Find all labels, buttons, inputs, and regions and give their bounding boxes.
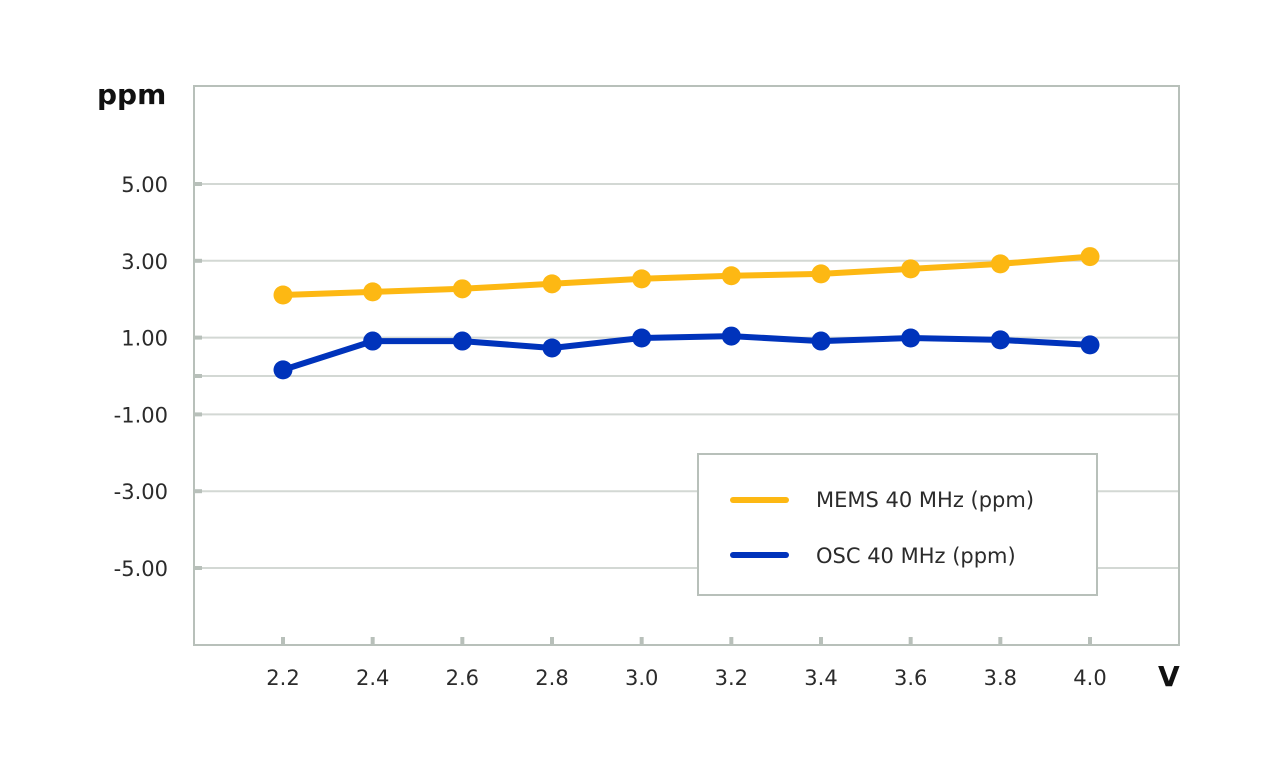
legend-label-osc: OSC 40 MHz (ppm) — [816, 544, 1016, 568]
x-tick-label: 2.4 — [356, 666, 389, 690]
x-tick-label: 2.8 — [535, 666, 568, 690]
data-point-mems — [811, 264, 831, 284]
legend-box — [697, 453, 1098, 596]
y-axis-label: ppm — [97, 78, 166, 111]
series-line-mems — [280, 253, 1093, 298]
y-tick-label: -3.00 — [114, 480, 168, 504]
data-point-osc — [452, 331, 472, 351]
y-tick-label: 5.00 — [121, 173, 168, 197]
series-mems — [273, 247, 1100, 305]
plot-frame — [193, 85, 1180, 646]
data-point-mems — [363, 282, 383, 302]
x-tick-label: 2.6 — [446, 666, 479, 690]
x-tick-label: 3.2 — [715, 666, 748, 690]
legend: MEMS 40 MHz (ppm) OSC 40 MHz (ppm) — [697, 453, 1098, 596]
data-point-mems — [1080, 247, 1100, 267]
data-point-osc — [1080, 335, 1100, 355]
x-axis-label: V — [1158, 660, 1180, 693]
data-point-osc — [363, 331, 383, 351]
data-point-mems — [632, 269, 652, 289]
x-tick-label: 3.6 — [894, 666, 927, 690]
legend-label-mems: MEMS 40 MHz (ppm) — [816, 488, 1034, 512]
y-tick-label: 1.00 — [121, 327, 168, 351]
x-tick-label: 4.0 — [1073, 666, 1106, 690]
data-point-osc — [273, 360, 293, 380]
y-axis-ticks: 5.00 3.00 1.00 -1.00 -3.00 -5.00 — [114, 173, 202, 581]
data-point-mems — [273, 285, 293, 305]
y-tick-label: -1.00 — [114, 403, 168, 427]
x-tick-label: 2.2 — [266, 666, 299, 690]
y-tick-label: 3.00 — [121, 250, 168, 274]
data-point-osc — [811, 331, 831, 351]
data-point-osc — [721, 326, 741, 346]
x-tick-label: 3.0 — [625, 666, 658, 690]
x-tick-label: 3.8 — [984, 666, 1017, 690]
axes — [193, 85, 1180, 646]
data-point-osc — [901, 328, 921, 348]
series-line-osc — [280, 333, 1093, 373]
data-point-osc — [632, 328, 652, 348]
y-tick-label: -5.00 — [114, 557, 168, 581]
series-osc — [273, 326, 1100, 380]
x-tick-label: 3.4 — [804, 666, 837, 690]
series — [273, 247, 1100, 380]
data-point-mems — [901, 259, 921, 279]
data-point-mems — [452, 279, 472, 299]
data-point-mems — [721, 266, 741, 286]
data-point-osc — [542, 338, 562, 358]
data-point-mems — [990, 254, 1010, 274]
data-point-mems — [542, 274, 562, 294]
x-axis-ticks: 2.2 2.4 2.6 2.8 3.0 3.2 3.4 3.6 3.8 4.0 — [266, 637, 1107, 690]
data-point-osc — [990, 330, 1010, 350]
